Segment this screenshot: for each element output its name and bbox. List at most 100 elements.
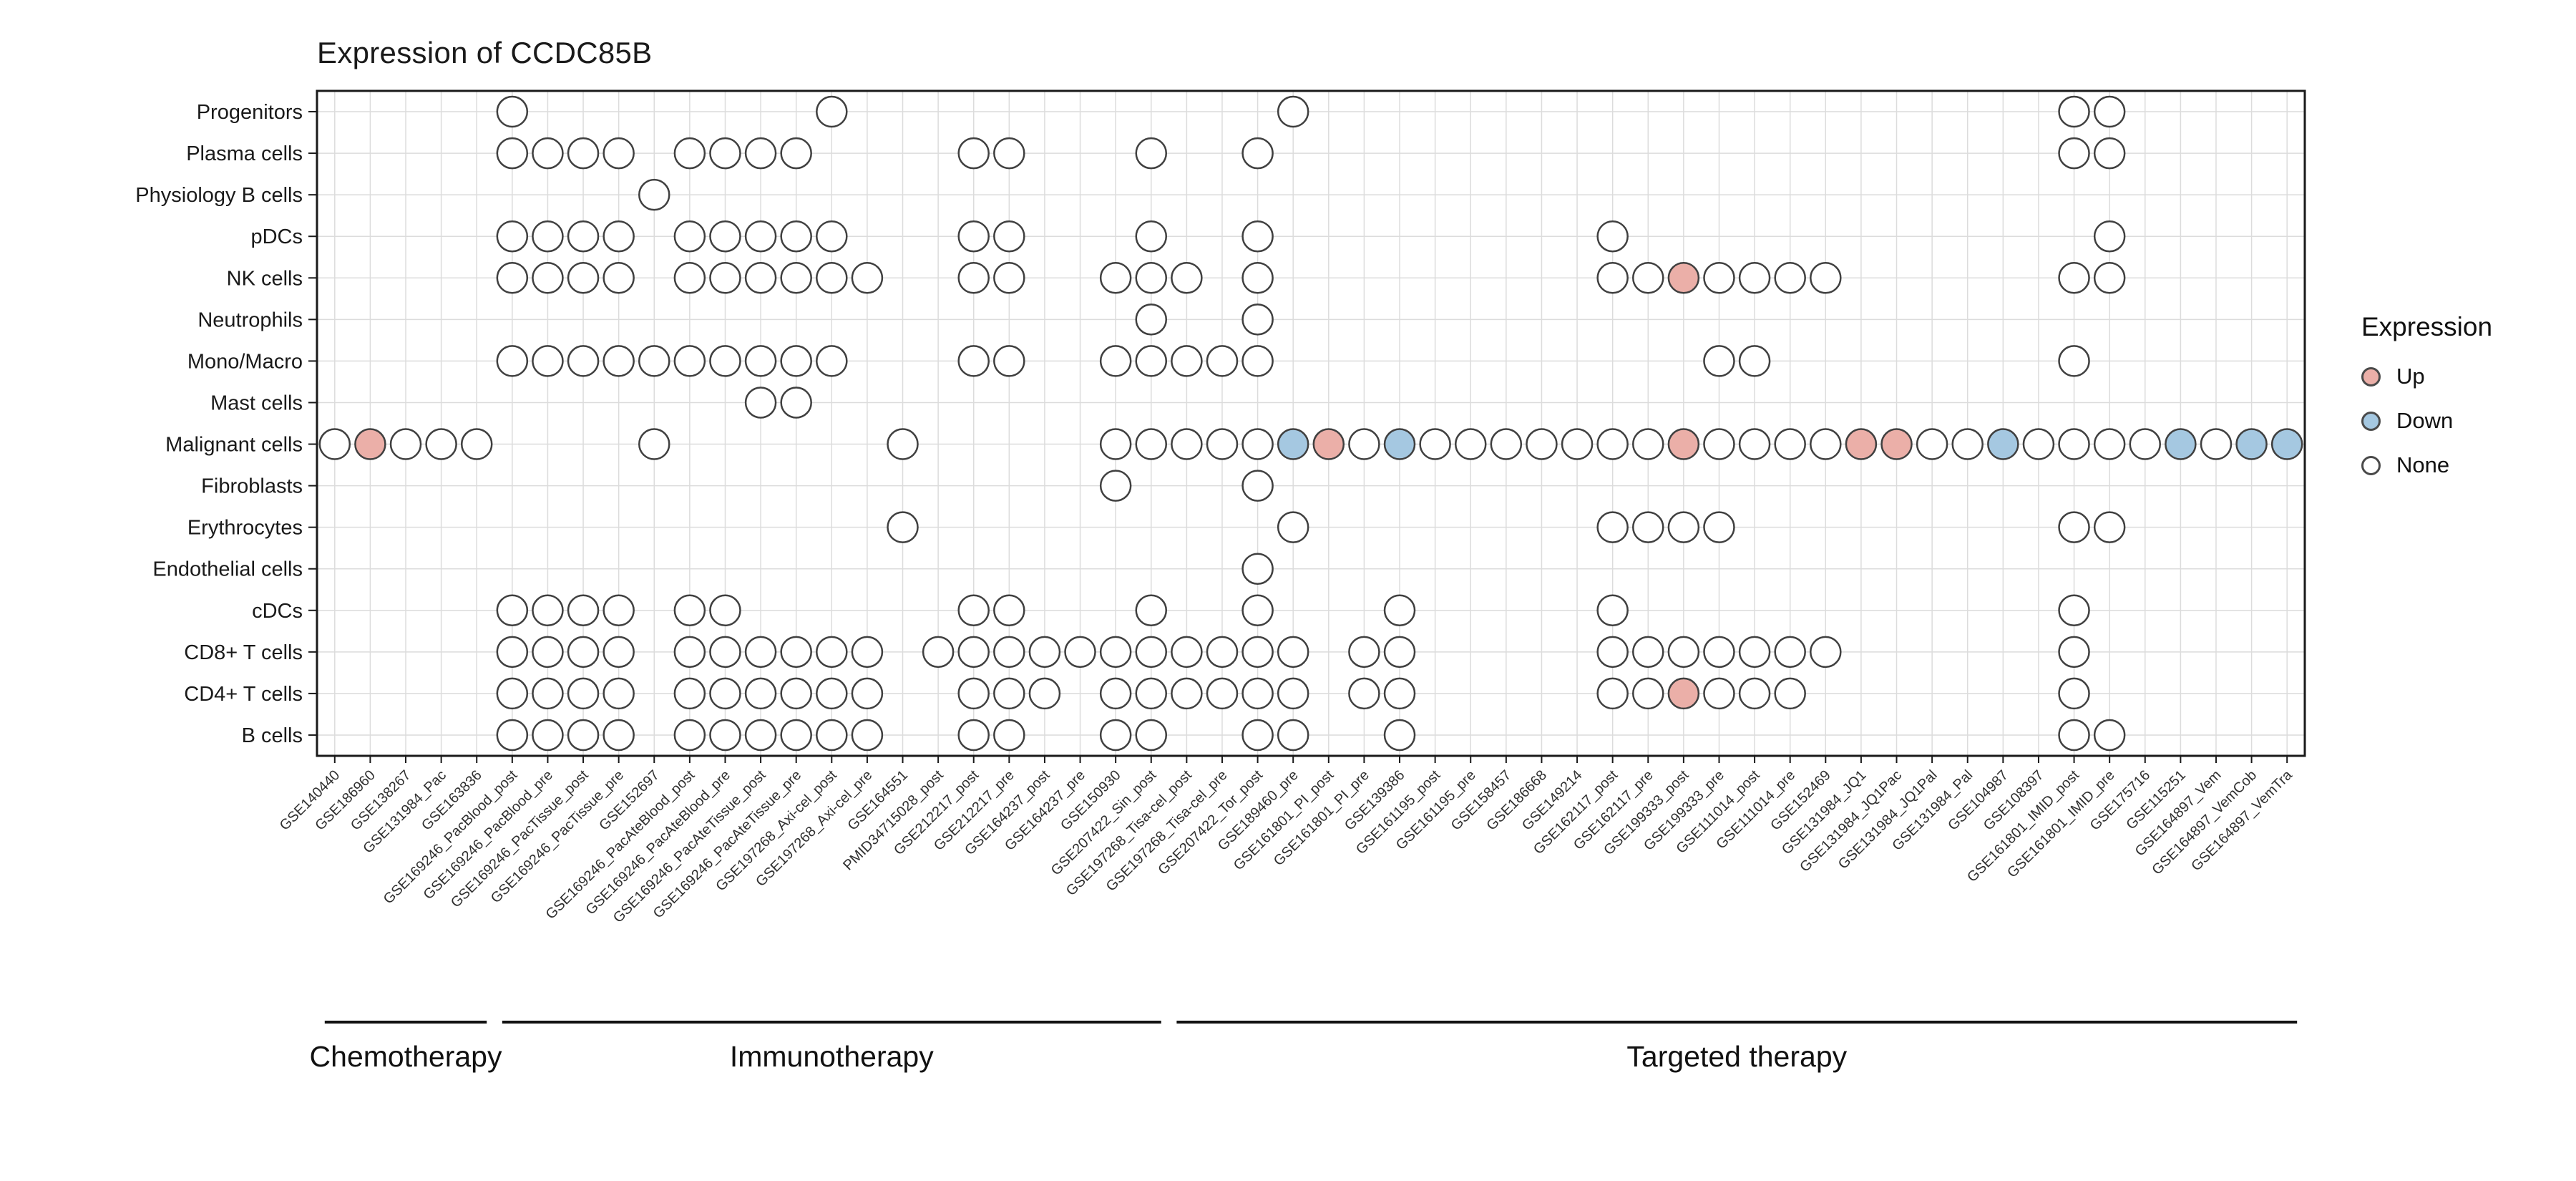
expression-dot [744, 262, 777, 294]
expression-dot [1171, 636, 1203, 669]
expression-dot [1277, 636, 1309, 669]
expression-dot [993, 677, 1025, 710]
expression-dot [1383, 636, 1416, 669]
expression-dot [602, 220, 635, 253]
legend-item-up: Up [2361, 364, 2492, 389]
expression-dot [1419, 428, 1451, 460]
expression-dot [1738, 636, 1771, 669]
expression-dot [744, 387, 777, 419]
expression-dot [1632, 428, 1664, 460]
expression-dot [1667, 677, 1700, 710]
expression-dot [957, 137, 990, 170]
expression-dot [496, 636, 529, 669]
y-tick-label: Mast cells [210, 392, 303, 414]
expression-dot [1383, 719, 1416, 752]
expression-dot [1241, 262, 1274, 294]
expression-dot [1987, 428, 2019, 460]
expression-dot [816, 345, 848, 377]
expression-dot [2058, 137, 2090, 170]
therapy-group-label: Targeted therapy [1626, 1040, 1847, 1073]
expression-dot [567, 677, 600, 710]
expression-dot [1703, 345, 1735, 377]
expression-dot [1703, 428, 1735, 460]
y-tick-label: Plasma cells [186, 142, 303, 165]
expression-dot [816, 262, 848, 294]
expression-dot [2129, 428, 2162, 460]
expression-dot [1596, 511, 1629, 543]
expression-dot [389, 428, 422, 460]
expression-dot [1099, 636, 1132, 669]
expression-dot [993, 719, 1025, 752]
expression-dot [993, 345, 1025, 377]
expression-dot [1277, 511, 1309, 543]
expression-dot [780, 345, 812, 377]
expression-dot [1383, 677, 1416, 710]
expression-dot [1632, 262, 1664, 294]
y-tick-label: Progenitors [197, 101, 303, 124]
expression-dot [1241, 677, 1274, 710]
expression-dot [1135, 594, 1168, 627]
expression-dot [1241, 719, 1274, 752]
expression-dot [1099, 719, 1132, 752]
expression-dot [957, 262, 990, 294]
expression-dot [532, 345, 564, 377]
expression-dot [638, 345, 670, 377]
expression-dot [354, 428, 386, 460]
expression-dot [957, 636, 990, 669]
expression-dot [1206, 345, 1239, 377]
expression-dot [673, 345, 706, 377]
expression-dot [425, 428, 457, 460]
expression-dot [1703, 636, 1735, 669]
expression-dot [851, 719, 884, 752]
y-tick-label: CD4+ T cells [184, 683, 303, 706]
expression-dot [532, 262, 564, 294]
expression-dot [602, 677, 635, 710]
expression-dot [1916, 428, 1948, 460]
expression-dot [2058, 719, 2090, 752]
expression-dot [1703, 262, 1735, 294]
y-tick-label: pDCs [250, 225, 303, 248]
y-tick-label: Neutrophils [197, 308, 303, 331]
expression-dot [1171, 345, 1203, 377]
expression-dot [567, 719, 600, 752]
expression-dot [602, 137, 635, 170]
expression-dot [816, 220, 848, 253]
y-tick-label: Mono/Macro [187, 350, 303, 373]
expression-dot [1774, 677, 1806, 710]
expression-dot [1206, 636, 1239, 669]
expression-dot [1135, 636, 1168, 669]
expression-dot [673, 137, 706, 170]
expression-dot [1135, 428, 1168, 460]
expression-dot [1774, 262, 1806, 294]
expression-dot [1135, 719, 1168, 752]
expression-dot [1028, 677, 1061, 710]
expression-dot [2093, 719, 2126, 752]
expression-dot [1277, 428, 1309, 460]
expression-dot [1277, 677, 1309, 710]
expression-dot [993, 262, 1025, 294]
expression-dot [602, 594, 635, 627]
expression-dot [1099, 345, 1132, 377]
expression-dot [780, 636, 812, 669]
expression-dot [1810, 428, 1842, 460]
expression-dot [744, 677, 777, 710]
expression-dot [1135, 345, 1168, 377]
y-tick-label: CD8+ T cells [184, 641, 303, 664]
expression-dot [887, 511, 919, 543]
expression-dot [1171, 428, 1203, 460]
expression-dot [780, 387, 812, 419]
expression-dot [1596, 220, 1629, 253]
expression-dot [496, 262, 529, 294]
expression-dot [673, 636, 706, 669]
expression-dot [1596, 636, 1629, 669]
y-tick-label: cDCs [252, 600, 303, 623]
down-dot-icon [2361, 411, 2381, 431]
expression-dot [1241, 428, 1274, 460]
y-tick-label: Endothelial cells [152, 558, 303, 581]
expression-dot [496, 345, 529, 377]
expression-dot [744, 636, 777, 669]
expression-dot [1241, 470, 1274, 502]
expression-dot [1632, 636, 1664, 669]
expression-dot [1312, 428, 1345, 460]
expression-dot [2022, 428, 2055, 460]
